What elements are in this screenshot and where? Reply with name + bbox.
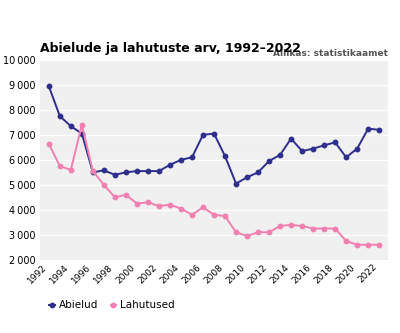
Abielud [156, 169, 161, 173]
Lahutused [46, 142, 51, 146]
Lahutused [289, 223, 294, 227]
Abielud [68, 124, 73, 128]
Lahutused [200, 205, 205, 209]
Line: Lahutused: Lahutused [46, 123, 382, 247]
Abielud [377, 128, 382, 132]
Abielud [355, 147, 360, 151]
Abielud [102, 168, 106, 172]
Lahutused [322, 226, 326, 230]
Lahutused [80, 123, 84, 127]
Lahutused [223, 214, 228, 218]
Lahutused [245, 234, 250, 238]
Lahutused [344, 239, 348, 243]
Lahutused [278, 224, 282, 228]
Lahutused [124, 193, 128, 197]
Lahutused [112, 195, 117, 199]
Lahutused [311, 226, 316, 230]
Abielud [311, 147, 316, 151]
Lahutused [156, 204, 161, 208]
Abielud [256, 170, 260, 174]
Line: Abielud: Abielud [46, 84, 382, 186]
Lahutused [300, 224, 304, 228]
Abielud [112, 173, 117, 177]
Abielud [245, 175, 250, 179]
Abielud [168, 163, 172, 167]
Abielud [90, 170, 95, 174]
Abielud [223, 154, 228, 158]
Abielud [58, 114, 62, 118]
Abielud [289, 137, 294, 141]
Abielud [124, 170, 128, 174]
Lahutused [366, 243, 370, 247]
Abielud [190, 156, 194, 160]
Abielud [344, 156, 348, 160]
Abielud [200, 133, 205, 137]
Abielud [46, 84, 51, 88]
Lahutused [234, 230, 238, 234]
Lahutused [58, 164, 62, 168]
Lahutused [355, 243, 360, 247]
Lahutused [178, 206, 183, 210]
Lahutused [102, 183, 106, 187]
Abielud [366, 127, 370, 131]
Text: Abielude ja lahutuste arv, 1992–2022: Abielude ja lahutuste arv, 1992–2022 [40, 42, 301, 55]
Lahutused [146, 200, 150, 204]
Abielud [80, 132, 84, 136]
Lahutused [256, 230, 260, 234]
Abielud [212, 132, 216, 136]
Abielud [134, 169, 139, 173]
Lahutused [212, 213, 216, 217]
Abielud [278, 153, 282, 157]
Lahutused [68, 168, 73, 172]
Legend: Abielud, Lahutused: Abielud, Lahutused [45, 296, 179, 314]
Lahutused [377, 243, 382, 247]
Lahutused [267, 230, 272, 234]
Text: Allikas: statistikaamet: Allikas: statistikaamet [273, 49, 388, 58]
Abielud [333, 141, 338, 145]
Lahutused [168, 203, 172, 207]
Abielud [234, 181, 238, 185]
Lahutused [90, 169, 95, 173]
Abielud [178, 158, 183, 162]
Abielud [267, 159, 272, 163]
Abielud [300, 149, 304, 153]
Abielud [146, 169, 150, 173]
Abielud [322, 144, 326, 148]
Lahutused [134, 201, 139, 205]
Lahutused [190, 213, 194, 217]
Lahutused [333, 226, 338, 230]
